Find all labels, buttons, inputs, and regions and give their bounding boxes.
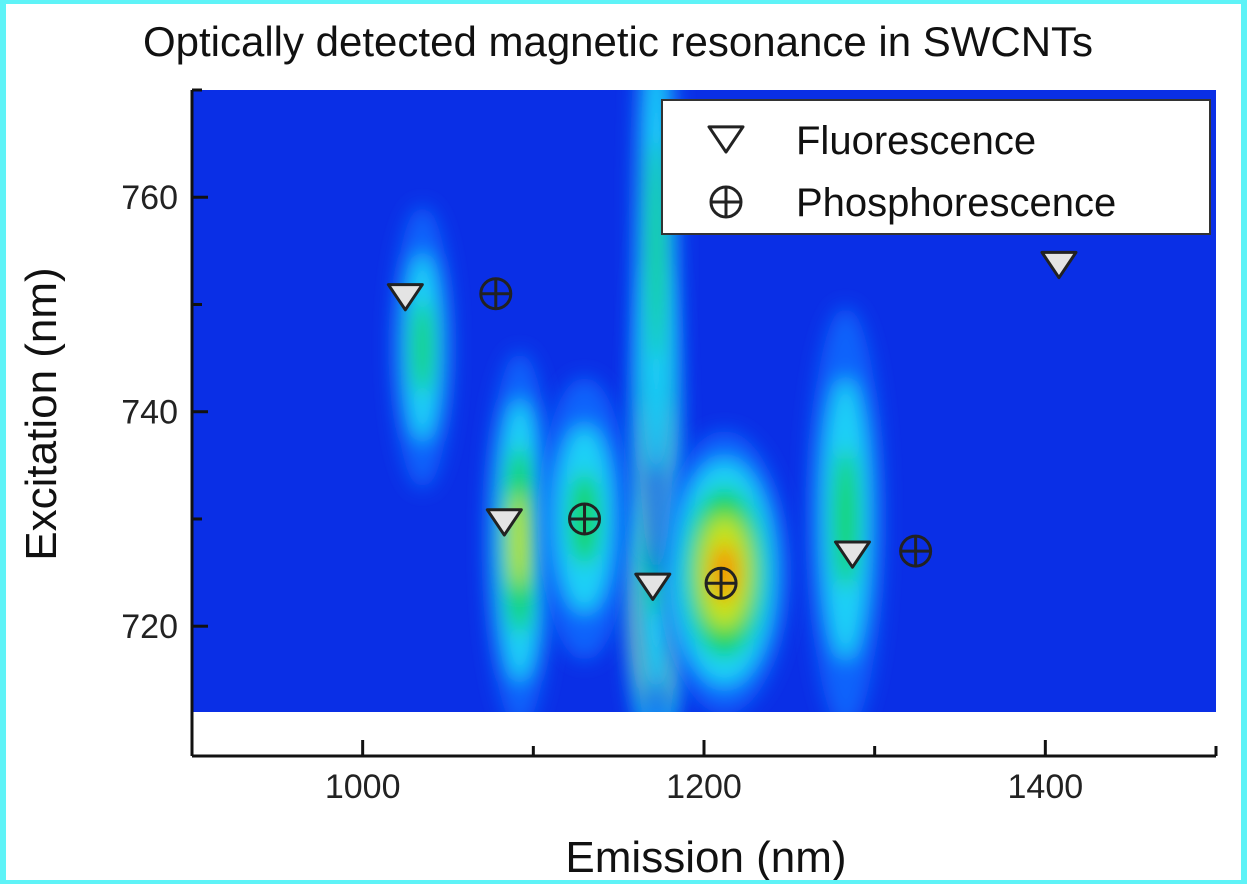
y-axis-label: Excitation (nm)	[17, 267, 66, 560]
x-tick-label: 1200	[666, 768, 742, 806]
heatmap-hotspot	[392, 205, 453, 489]
phosphorescence-marker	[704, 566, 738, 600]
y-tick-label: 760	[121, 179, 178, 217]
x-axis-label: Emission (nm)	[565, 833, 846, 880]
fluorescence-marker	[485, 508, 523, 537]
legend-fluorescence-icon	[707, 125, 745, 154]
data-markers	[386, 250, 1078, 601]
legend-entry-label: Fluorescence	[796, 119, 1036, 163]
chart-svg: Optically detected magnetic resonance in…	[17, 18, 1218, 880]
fluorescence-marker	[634, 572, 672, 601]
fluorescence-marker	[833, 540, 871, 569]
phosphorescence-marker	[479, 277, 513, 311]
fluorescence-marker	[386, 283, 424, 312]
legend-entry-label: Phosphorescence	[796, 181, 1116, 225]
phosphorescence-marker	[899, 534, 933, 568]
x-tick-label: 1000	[325, 768, 401, 806]
phosphorescence-marker	[568, 502, 602, 536]
heatmap-hotspot	[660, 431, 789, 712]
heatmap-hotspot	[808, 306, 884, 712]
legend-phosphorescence-icon	[709, 185, 743, 219]
y-tick-label: 720	[121, 608, 178, 646]
chart-title: Optically detected magnetic resonance in…	[143, 18, 1093, 65]
fluorescence-marker	[1040, 250, 1078, 280]
y-tick-label: 740	[121, 394, 178, 432]
tick-marks: 1000 1200 1400 720 740 760	[121, 88, 1218, 806]
legend: Fluorescence Phosphorescence	[661, 99, 1211, 235]
legend-box	[661, 99, 1211, 235]
chart-frame: Optically detected magnetic resonance in…	[6, 4, 1241, 880]
x-tick-label: 1400	[1008, 768, 1084, 806]
